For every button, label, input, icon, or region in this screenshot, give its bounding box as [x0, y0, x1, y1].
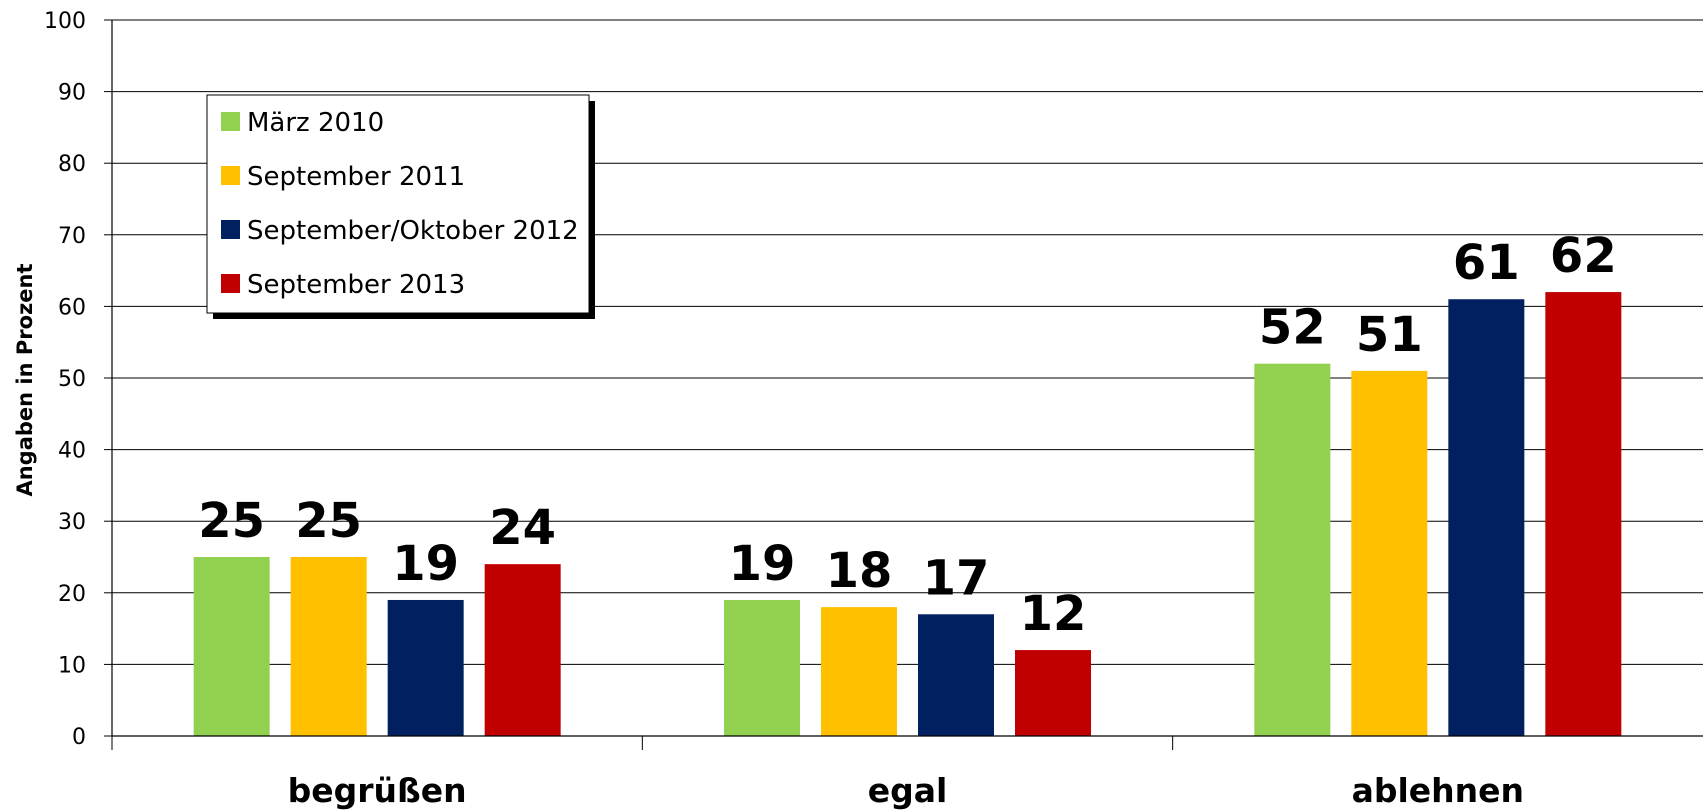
bar — [193, 557, 270, 736]
data-label: 25 — [198, 493, 265, 549]
x-category-label: ablehnen — [1352, 771, 1524, 810]
bar — [1254, 363, 1331, 736]
data-label: 19 — [392, 536, 459, 592]
y-tick-label: 100 — [44, 9, 86, 34]
y-tick-label: 40 — [58, 439, 86, 464]
data-label: 52 — [1259, 300, 1326, 356]
data-label: 25 — [295, 493, 362, 549]
legend: März 2010 September 2011 September/Oktober… — [206, 94, 595, 319]
y-tick-label: 50 — [58, 367, 86, 392]
y-tick-label: 30 — [58, 510, 86, 535]
bar — [724, 599, 800, 736]
legend-entry: September 2013 — [247, 270, 465, 300]
legend-entry: März 2010 — [247, 108, 384, 138]
y-axis-title: Angaben in Prozent — [13, 263, 37, 496]
data-label: 61 — [1453, 235, 1520, 291]
bar — [1448, 299, 1525, 736]
data-label: 17 — [923, 550, 990, 606]
legend-entry: September/Oktober 2012 — [247, 216, 579, 246]
y-tick-label: 80 — [58, 152, 86, 177]
legend-entry: September 2011 — [247, 162, 465, 192]
data-label: 51 — [1356, 307, 1423, 363]
legend-swatch — [221, 220, 240, 239]
data-label: 24 — [489, 500, 556, 556]
y-tick-label: 90 — [58, 81, 86, 106]
bar — [821, 607, 897, 736]
y-tick-label: 10 — [58, 653, 86, 678]
bar — [484, 564, 561, 736]
legend-swatch — [221, 274, 240, 293]
data-label: 12 — [1020, 586, 1087, 642]
data-labels: 25 25 19 24 19 18 17 12 52 51 61 62 — [198, 228, 1616, 642]
y-tick-label: 70 — [58, 224, 86, 249]
y-tick-label: 0 — [72, 725, 86, 750]
data-label: 62 — [1550, 228, 1617, 284]
legend-swatch — [221, 112, 240, 131]
x-category-label: begrüßen — [288, 771, 467, 810]
legend-swatch — [221, 166, 240, 185]
legend-box — [206, 94, 590, 314]
bar — [1015, 650, 1091, 736]
bar — [1545, 292, 1622, 736]
bar — [290, 557, 367, 736]
y-axis-ticks: 0 10 20 30 40 50 60 70 80 90 100 — [44, 9, 112, 750]
axes — [111, 20, 1703, 750]
bars — [193, 292, 1622, 736]
y-tick-label: 60 — [58, 295, 86, 320]
x-axis-labels: begrüßen egal ablehnen — [288, 771, 1524, 810]
y-tick-label: 20 — [58, 582, 86, 607]
bar — [387, 599, 464, 736]
bar — [918, 614, 994, 736]
data-label: 19 — [729, 536, 796, 592]
data-label: 18 — [826, 543, 893, 599]
bar — [1351, 370, 1428, 736]
x-category-label: egal — [868, 771, 948, 810]
